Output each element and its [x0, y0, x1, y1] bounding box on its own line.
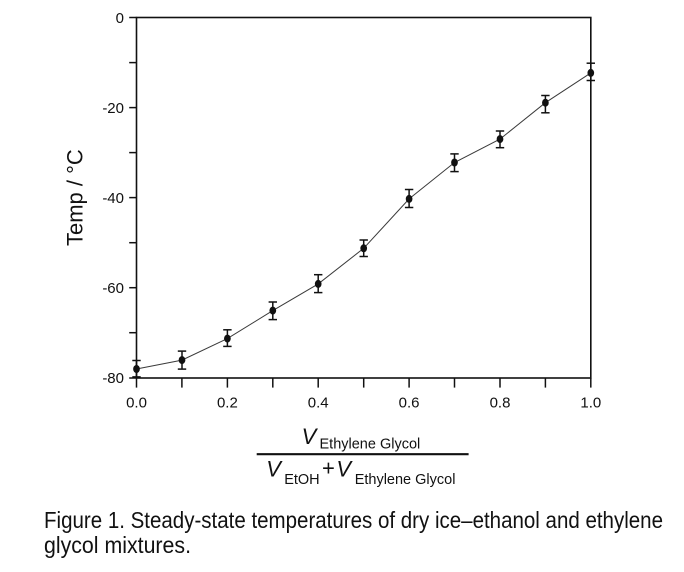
svg-text:Ethylene Glycol: Ethylene Glycol	[320, 437, 421, 453]
svg-text:+: +	[322, 456, 335, 481]
svg-text:V: V	[336, 457, 353, 482]
svg-text:-80: -80	[102, 370, 124, 387]
svg-text:Temp / °C: Temp / °C	[63, 149, 88, 246]
svg-text:0.0: 0.0	[126, 395, 147, 412]
svg-text:0: 0	[116, 10, 124, 27]
svg-text:V: V	[266, 457, 283, 482]
svg-text:V: V	[302, 424, 319, 449]
svg-text:-20: -20	[102, 100, 124, 117]
svg-text:0.8: 0.8	[490, 395, 511, 412]
svg-text:Ethylene Glycol: Ethylene Glycol	[355, 472, 456, 488]
svg-text:0.6: 0.6	[399, 395, 420, 412]
svg-text:1.0: 1.0	[580, 395, 601, 412]
svg-text:0.2: 0.2	[217, 395, 238, 412]
svg-text:0.4: 0.4	[308, 395, 329, 412]
svg-text:EtOH: EtOH	[284, 472, 319, 488]
svg-text:-60: -60	[102, 280, 124, 297]
svg-text:-40: -40	[102, 190, 124, 207]
